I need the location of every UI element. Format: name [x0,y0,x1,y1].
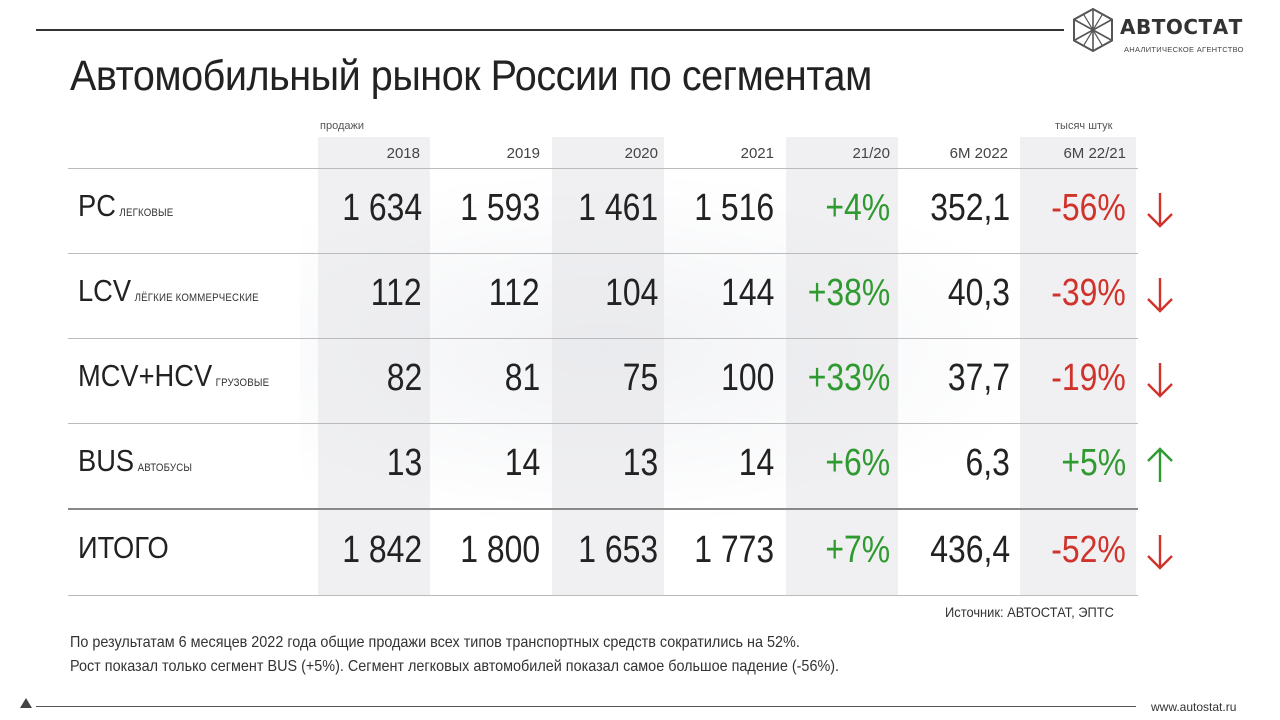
cell-6m-2022: 37,7 [947,357,1010,399]
cell-2020: 1 461 [578,187,658,229]
cell-6m-2022: 6,3 [965,442,1010,484]
segment-description: лёгкие коммерческие [134,292,259,304]
column-header: 21/20 [852,145,890,162]
column-band-6m-22-21 [1020,137,1136,595]
cell-change-21-20: +4% [825,187,890,229]
cell-2020: 1 653 [578,529,658,571]
column-header: 6М 22/21 [1063,145,1126,162]
cell-6m-2022: 40,3 [947,272,1010,314]
cell-2018: 112 [371,272,422,314]
cell-change-6m-22-21: -39% [1051,272,1126,314]
cell-2021: 100 [720,357,774,399]
cell-2018: 1 842 [342,529,422,571]
arrow-down-icon [1147,363,1173,398]
row-label: PC легковые [78,188,173,224]
row-label: ИТОГО [78,530,172,566]
column-header: 2019 [506,145,540,162]
arrow-up-icon [1147,447,1173,482]
segment-description: грузовые [215,377,270,389]
cell-2019: 1 593 [460,187,540,229]
cell-6m-2022: 352,1 [930,187,1010,229]
cell-2020: 13 [622,442,658,484]
summary-line-1: По результатам 6 месяцев 2022 года общие… [70,634,800,651]
row-label: MCV+HCV грузовые [78,358,269,394]
cell-2019: 14 [504,442,540,484]
row-divider [68,423,1138,424]
segment-code: BUS [78,443,135,478]
segment-code: PC [78,188,116,223]
row-divider [68,168,1138,169]
cell-change-21-20: +33% [807,357,890,399]
triangle-mark-icon [20,698,32,708]
cell-6m-2022: 436,4 [930,529,1010,571]
cell-change-21-20: +7% [825,529,890,571]
cell-2019: 81 [504,357,540,399]
units-label: тысяч штук [1055,120,1113,132]
column-header: 2020 [624,145,658,162]
source-note: Источник: АВТОСТАТ, ЭПТС [945,604,1114,620]
sales-label: продажи [320,120,364,132]
cell-change-21-20: +38% [807,272,890,314]
cell-2018: 82 [386,357,422,399]
cell-change-6m-22-21: -19% [1051,357,1126,399]
bottom-divider [36,706,1136,707]
logo-name: АВТОСТАТ [1120,15,1243,39]
column-header: 6М 2022 [949,145,1008,162]
website-url: www.autostat.ru [1147,700,1237,714]
table-bottom-rule [68,595,1138,596]
segment-description: легковые [119,207,174,219]
cell-change-6m-22-21: +5% [1061,442,1126,484]
logo-hexagon-icon [1073,7,1113,53]
column-header: 2021 [740,145,774,162]
total-divider [68,508,1138,510]
cell-2020: 75 [622,357,658,399]
top-divider [36,29,1064,31]
cell-2021: 14 [738,442,774,484]
cell-2021: 144 [720,272,774,314]
cell-2018: 13 [386,442,422,484]
cell-change-6m-22-21: -56% [1051,187,1126,229]
arrow-down-icon [1147,535,1173,570]
row-label: BUS автобусы [78,443,192,479]
segment-code: MCV+HCV [78,358,213,393]
segment-description: автобусы [137,462,193,474]
cell-2021: 1 773 [694,529,774,571]
row-label: LCV лёгкие коммерческие [78,273,259,309]
cell-2021: 1 516 [694,187,774,229]
logo-subtitle: АНАЛИТИЧЕСКОЕ АГЕНТСТВО [1124,45,1244,54]
segment-code: ИТОГО [78,530,169,565]
cell-2019: 112 [489,272,540,314]
row-divider [68,253,1138,254]
arrow-down-icon [1147,278,1173,313]
summary-line-2: Рост показал только сегмент BUS (+5%). С… [70,658,840,675]
page-title: Автомобильный рынок России по сегментам [70,52,872,100]
column-band-2020 [552,137,664,595]
cell-change-21-20: +6% [825,442,890,484]
column-band-21-20 [786,137,898,595]
column-band-2018 [318,137,430,595]
cell-change-6m-22-21: -52% [1051,529,1126,571]
cell-2019: 1 800 [460,529,540,571]
column-header: 2018 [386,145,420,162]
row-divider [68,338,1138,339]
cell-2018: 1 634 [342,187,422,229]
segment-code: LCV [78,273,132,308]
autostat-logo: АВТОСТАТ АНАЛИТИЧЕСКОЕ АГЕНТСТВО [1070,5,1260,55]
arrow-down-icon [1147,193,1173,228]
cell-2020: 104 [604,272,658,314]
